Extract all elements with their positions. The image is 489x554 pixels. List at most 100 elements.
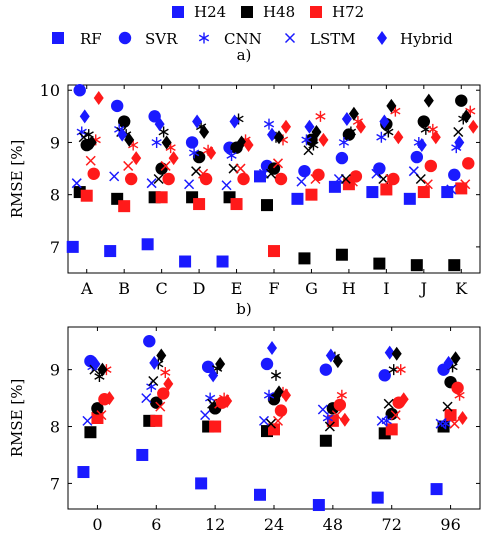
point-hybrid-h24: [229, 114, 240, 129]
point-cnn-h72: [395, 364, 406, 376]
point-hybrid-h24: [384, 345, 395, 360]
point-rf-h24: [430, 483, 443, 496]
point-svr-h72: [462, 157, 475, 170]
point-lstm-h72: [310, 173, 321, 185]
point-rf-h72: [193, 198, 206, 211]
point-lstm-h24: [200, 410, 211, 421]
legend-label-lstm: LSTM: [310, 30, 356, 48]
point-hybrid-h72: [243, 138, 254, 153]
point-hybrid-h48: [274, 130, 284, 145]
point-cnn-h24: [226, 150, 237, 161]
point-hybrid-h72: [104, 391, 115, 406]
point-lstm-h48: [415, 173, 426, 185]
point-cnn-h24: [338, 136, 350, 148]
point-hybrid-h48: [423, 93, 434, 108]
x-tick-label: 96: [440, 515, 460, 534]
point-rf-h48: [373, 257, 386, 270]
point-lstm-h72: [214, 398, 225, 409]
point-cnn-h72: [315, 110, 326, 122]
x-tick-label: C: [156, 279, 168, 298]
point-rf-h24: [291, 192, 304, 205]
point-svr-h48: [385, 407, 398, 421]
point-svr-h72: [312, 168, 325, 182]
point-lstm-h24: [221, 180, 232, 191]
point-hybrid-h48: [450, 351, 461, 366]
point-hybrid-h48: [86, 135, 97, 150]
point-rf-h24: [403, 192, 416, 205]
y-axis-label: RMSE [%]: [8, 140, 26, 219]
point-cnn-h48: [383, 126, 394, 138]
point-lstm-h48: [383, 398, 394, 409]
point-lstm-h72: [272, 415, 284, 426]
point-lstm-h48: [148, 376, 159, 387]
point-svr-h72: [157, 387, 170, 400]
point-rf-h72: [380, 183, 393, 196]
point-cnn-h72: [160, 367, 171, 378]
point-lstm-h48: [265, 168, 277, 179]
point-hybrid-h48: [161, 135, 172, 150]
point-cnn-h24: [301, 134, 312, 146]
point-lstm-h72: [331, 410, 342, 421]
point-rf-h24: [66, 240, 79, 253]
point-cnn-h48: [158, 126, 169, 138]
point-cnn-h24: [376, 131, 387, 143]
point-svr-h24: [319, 363, 333, 376]
point-hybrid-h24: [149, 355, 160, 370]
point-svr-h72: [274, 172, 288, 186]
point-cnn-h24: [263, 389, 275, 401]
point-hybrid-h24: [267, 341, 277, 356]
point-lstm-h72: [449, 418, 460, 429]
point-lstm-h48: [324, 421, 335, 432]
y-tick-label: 7: [50, 238, 60, 257]
point-rf-h72: [385, 423, 398, 436]
point-svr-h48: [155, 162, 168, 175]
y-tick-label: 8: [50, 418, 60, 437]
point-rf-h48: [448, 259, 461, 272]
legend-swatch-h24: [172, 6, 184, 18]
point-lstm-h72: [85, 155, 96, 166]
point-rf-h72: [417, 186, 430, 199]
point-svr-h48: [91, 402, 104, 415]
point-lstm-h72: [422, 179, 433, 190]
plot-frame: [67, 326, 481, 510]
y-tick-label: 7: [50, 474, 60, 493]
point-rf-h72: [305, 188, 318, 201]
x-tick-label: 0: [92, 515, 102, 534]
point-svr-h72: [387, 172, 400, 186]
y-tick-label: 9: [50, 361, 60, 380]
legend-label-h48: H48: [263, 3, 295, 21]
point-svr-h72: [274, 404, 288, 417]
point-lstm-h72: [155, 401, 166, 412]
point-lstm-h24: [71, 178, 82, 189]
point-lstm-h72: [390, 410, 401, 421]
point-rf-h72: [209, 420, 222, 433]
point-hybrid-h72: [355, 119, 366, 134]
point-lstm-h48: [442, 401, 453, 412]
point-rf-h24: [312, 499, 325, 512]
point-hybrid-h24: [325, 348, 336, 363]
point-hybrid-h24: [379, 114, 390, 129]
point-svr-h24: [378, 369, 391, 382]
point-rf-h48: [319, 434, 332, 447]
point-hybrid-h72: [339, 412, 350, 427]
point-svr-h72: [199, 172, 213, 186]
point-hybrid-h72: [222, 393, 233, 408]
point-hybrid-h24: [416, 138, 427, 153]
legend-label-h72: H72: [332, 3, 364, 21]
legend-swatch-h48: [241, 6, 253, 18]
point-hybrid-h48: [124, 132, 135, 147]
x-tick-label: K: [455, 279, 468, 298]
point-hybrid-h24: [267, 127, 277, 142]
x-tick-label: I: [383, 279, 389, 298]
point-cnn-h48: [345, 126, 357, 138]
point-hybrid-h72: [398, 392, 409, 407]
point-rf-h24: [77, 466, 90, 479]
point-svr-h24: [148, 110, 161, 123]
legend-label-rf: RF: [80, 30, 102, 48]
point-svr-h72: [333, 398, 347, 412]
point-hybrid-h48: [311, 125, 322, 139]
point-svr-h24: [448, 168, 461, 182]
point-cnn-h24: [263, 118, 275, 130]
point-svr-h24: [335, 151, 349, 165]
